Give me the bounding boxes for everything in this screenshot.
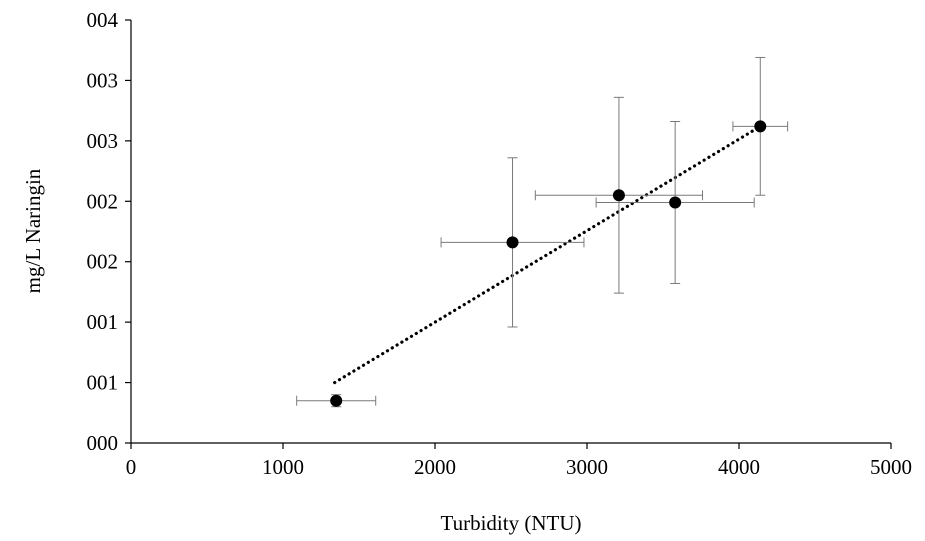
y-tick-label: 002 <box>87 189 119 213</box>
data-point <box>506 236 519 249</box>
data-point <box>330 394 343 407</box>
y-axis-title: mg/L Naringin <box>21 168 45 293</box>
y-tick-label: 004 <box>87 8 119 32</box>
y-tick-label: 003 <box>87 68 119 92</box>
x-tick-label: 5000 <box>870 455 912 479</box>
x-tick-label: 1000 <box>262 455 304 479</box>
x-tick-label: 0 <box>126 455 137 479</box>
data-point <box>669 196 682 209</box>
data-points <box>330 120 767 407</box>
error-bars <box>296 56 789 408</box>
y-tick-label: 001 <box>87 371 119 395</box>
x-tick-label: 4000 <box>718 455 760 479</box>
y-axis: 000 001 001 002 002 003 003 004 <box>87 8 132 455</box>
trendline-group <box>333 124 762 385</box>
y-tick-label: 001 <box>87 310 119 334</box>
y-tick-label: 000 <box>87 431 119 455</box>
y-tick-label: 002 <box>87 250 119 274</box>
trendline <box>333 124 762 385</box>
x-tick-label: 2000 <box>414 455 456 479</box>
x-tick-label: 3000 <box>566 455 608 479</box>
x-axis-title: Turbidity (NTU) <box>441 511 582 535</box>
data-point <box>612 189 625 202</box>
y-tick-label: 003 <box>87 129 119 153</box>
data-point <box>754 120 767 133</box>
x-axis: 0 1000 2000 3000 4000 5000 <box>126 442 912 479</box>
